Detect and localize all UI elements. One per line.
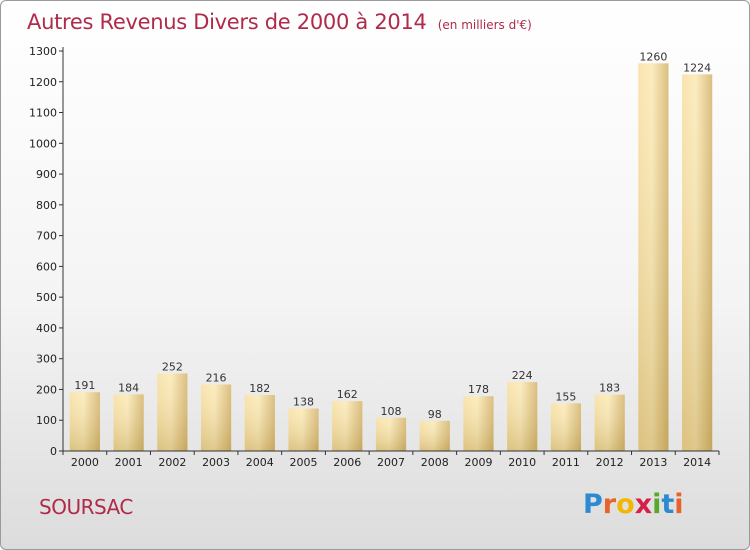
bar-value-label: 108 bbox=[381, 405, 402, 418]
bar-shade bbox=[288, 408, 319, 451]
y-tick-label: 1300 bbox=[29, 45, 57, 58]
bar-value-label: 162 bbox=[337, 388, 358, 401]
logo-letter: x bbox=[634, 489, 653, 520]
bar-shade bbox=[113, 394, 144, 451]
x-tick-label: 2011 bbox=[552, 456, 580, 469]
bar-value-label: 224 bbox=[512, 369, 533, 382]
bar-shade bbox=[244, 395, 275, 451]
bar-value-label: 1260 bbox=[639, 50, 667, 63]
y-tick-label: 1100 bbox=[29, 107, 57, 120]
bar-value-label: 216 bbox=[206, 372, 227, 385]
x-tick-label: 2001 bbox=[115, 456, 143, 469]
bar-value-label: 178 bbox=[468, 383, 489, 396]
logo-letter: o bbox=[616, 489, 635, 520]
bar-value-label: 191 bbox=[74, 379, 95, 392]
y-tick-label: 1000 bbox=[29, 137, 57, 150]
bar-shade bbox=[200, 384, 232, 451]
title-text: Autres Revenus Divers de 2000 à 2014 bbox=[27, 10, 427, 34]
logo-letter: r bbox=[602, 489, 617, 520]
x-tick-label: 2007 bbox=[377, 456, 405, 469]
bar-value-label: 183 bbox=[599, 382, 620, 395]
bar-value-label: 252 bbox=[162, 360, 183, 373]
x-tick-label: 2000 bbox=[71, 456, 99, 469]
y-tick-label: 500 bbox=[36, 291, 57, 304]
x-tick-label: 2002 bbox=[158, 456, 186, 469]
bar-shade bbox=[682, 74, 713, 451]
bars-group: 191 184 252 216 182 138 162 108 98 178 224 155 183 12… bbox=[69, 50, 713, 452]
proxiti-logo: Proxiti bbox=[583, 489, 684, 520]
y-tick-label: 200 bbox=[36, 383, 57, 396]
bar-value-label: 1224 bbox=[683, 61, 711, 74]
y-tick-label: 400 bbox=[36, 322, 57, 335]
bar-value-label: 98 bbox=[428, 408, 442, 421]
logo-letter: i bbox=[674, 489, 684, 520]
bar-shade bbox=[507, 382, 538, 451]
commune-name: SOURSAC bbox=[39, 495, 133, 519]
bar-shade bbox=[463, 396, 494, 451]
bar-value-label: 155 bbox=[555, 390, 576, 403]
y-axis: 0 100 200 300 400 500 600 700 800 900 1000 1100 1200… bbox=[29, 45, 64, 458]
title-unit: (en milliers d'€) bbox=[437, 18, 532, 32]
x-tick-label: 2010 bbox=[508, 456, 536, 469]
bar-shade bbox=[550, 403, 582, 451]
x-tick-label: 2006 bbox=[333, 456, 361, 469]
chart-title: Autres Revenus Divers de 2000 à 2014 (en… bbox=[27, 10, 532, 34]
y-tick-label: 1200 bbox=[29, 76, 57, 89]
x-tick-label: 2004 bbox=[246, 456, 274, 469]
x-tick-label: 2012 bbox=[596, 456, 624, 469]
logo-letter: t bbox=[661, 489, 675, 520]
bar-value-label: 138 bbox=[293, 396, 314, 409]
logo-letter: P bbox=[583, 489, 603, 520]
bar-shade bbox=[69, 392, 100, 451]
x-tick-label: 2014 bbox=[683, 456, 711, 469]
logo-letter: i bbox=[652, 489, 662, 520]
y-tick-label: 700 bbox=[36, 230, 57, 243]
bar-shade bbox=[419, 420, 450, 451]
x-tick-label: 2005 bbox=[290, 456, 318, 469]
x-tick-label: 2013 bbox=[639, 456, 667, 469]
y-tick-label: 0 bbox=[50, 445, 57, 458]
y-tick-label: 300 bbox=[36, 353, 57, 366]
bar-shade bbox=[332, 401, 363, 451]
bar-value-label: 184 bbox=[118, 381, 139, 394]
y-tick-label: 600 bbox=[36, 260, 57, 273]
x-axis: 2000 2001 2002 2003 2004 2005 2006 2007 2008 2009… bbox=[62, 450, 720, 469]
bar-shade bbox=[594, 394, 625, 451]
x-tick-label: 2003 bbox=[202, 456, 230, 469]
x-tick-label: 2009 bbox=[464, 456, 492, 469]
x-tick-label: 2008 bbox=[421, 456, 449, 469]
bar-shade bbox=[375, 417, 407, 451]
y-tick-label: 800 bbox=[36, 199, 57, 212]
bar-value-label: 182 bbox=[249, 382, 270, 395]
bar-shade bbox=[157, 373, 188, 451]
y-tick-label: 100 bbox=[36, 414, 57, 427]
bar-shade bbox=[638, 63, 669, 452]
y-tick-label: 900 bbox=[36, 168, 57, 181]
